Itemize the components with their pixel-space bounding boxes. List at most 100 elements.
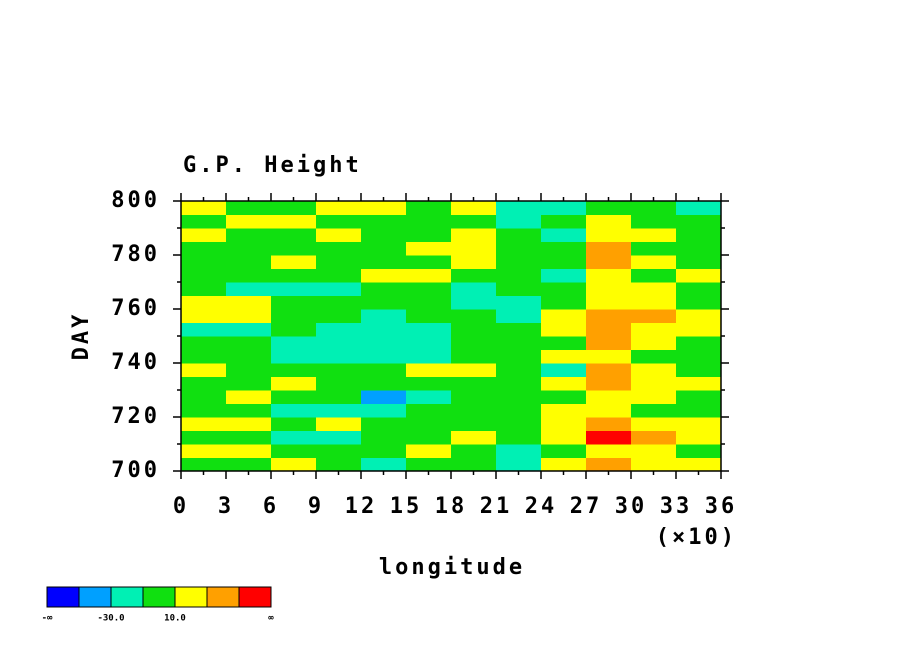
heatmap-cell [271,282,317,296]
y-tick-label: 720 [111,404,160,429]
heatmap-cell [496,255,542,269]
heatmap-cell [676,390,722,404]
heatmap-cell [271,309,317,323]
heatmap-cell [451,336,497,350]
heatmap-cell [271,457,317,472]
heatmap-cell [541,417,587,431]
heatmap-cell [271,417,317,431]
heatmap-cell [586,376,632,391]
x-tick-label: 6 [263,494,279,519]
heatmap-cell [676,309,722,323]
heatmap-cell [361,295,407,310]
colorbar-low-label: -∞ [42,614,53,624]
heatmap-cell [406,282,452,296]
heatmap-cell [361,336,407,350]
heatmap-cell [496,403,542,418]
heatmap-cell [316,403,362,418]
heatmap-cell [406,201,452,215]
colorbar-swatch [142,586,176,608]
heatmap-cell [271,363,317,377]
heatmap-cell [631,282,677,296]
heatmap-cell [541,282,587,296]
x-tick-label: 15 [390,494,423,519]
heatmap-cell [406,241,452,256]
heatmap-cell [406,228,452,242]
heatmap-cell [451,430,497,445]
heatmap-cell [586,295,632,310]
heatmap-cell [316,295,362,310]
heatmap-cell [541,201,587,215]
heatmap-cell [406,457,452,472]
heatmap-cell [181,336,227,350]
colorbar-swatch [206,586,240,608]
heatmap-cell [451,255,497,269]
heatmap-cell [226,444,272,458]
heatmap-cell [496,295,542,310]
heatmap-cell [406,430,452,445]
heatmap-cell [181,444,227,458]
x-tick-label: 18 [435,494,468,519]
heatmap-cell [496,349,542,364]
heatmap-cell [361,349,407,364]
heatmap-cell [361,201,407,215]
heatmap-cell [496,444,542,458]
colorbar-swatch [78,586,112,608]
heatmap-cell [541,322,587,337]
heatmap-cell [406,322,452,337]
heatmap-cell [676,228,722,242]
heatmap-cell [181,349,227,364]
heatmap-cell [676,444,722,458]
heatmap-cell [451,390,497,404]
heatmap-cell [451,295,497,310]
heatmap-cell [451,268,497,283]
heatmap-cell [316,417,362,431]
heatmap-cell [226,376,272,391]
heatmap-cell [676,457,722,472]
heatmap-cell [541,228,587,242]
heatmap-cell [361,430,407,445]
heatmap-cell [271,430,317,445]
heatmap-cell [631,268,677,283]
y-axis-label: DAY [69,312,94,361]
heatmap-cell [586,390,632,404]
heatmap-cell [676,241,722,256]
heatmap-cell [181,417,227,431]
heatmap-cell [316,390,362,404]
heatmap-cell [271,390,317,404]
heatmap-cell [271,336,317,350]
heatmap-cell [631,457,677,472]
heatmap-cell [451,444,497,458]
heatmap-cell [226,390,272,404]
x-axis-label: longitude [379,555,525,580]
heatmap-cell [226,214,272,229]
heatmap-cell [631,214,677,229]
heatmap-cell [361,444,407,458]
heatmap-cell [496,282,542,296]
heatmap-cell [541,268,587,283]
x-tick-label: 9 [308,494,324,519]
heatmap-cell [631,444,677,458]
heatmap-cell [541,255,587,269]
heatmap-cell [586,255,632,269]
heatmap-cell [541,214,587,229]
heatmap-cell [181,322,227,337]
heatmap-cell [631,228,677,242]
heatmap-cell [676,430,722,445]
heatmap [181,201,722,472]
heatmap-cell [226,336,272,350]
heatmap-cell [496,390,542,404]
heatmap-cell [226,255,272,269]
heatmap-cell [676,201,722,215]
heatmap-cell [226,282,272,296]
heatmap-cell [676,214,722,229]
heatmap-cell [496,309,542,323]
colorbar-swatch [46,586,80,608]
heatmap-cell [361,282,407,296]
heatmap-cell [631,349,677,364]
heatmap-cell [496,457,542,472]
heatmap-cell [181,241,227,256]
heatmap-cell [406,214,452,229]
heatmap-cell [181,295,227,310]
heatmap-cell [451,309,497,323]
